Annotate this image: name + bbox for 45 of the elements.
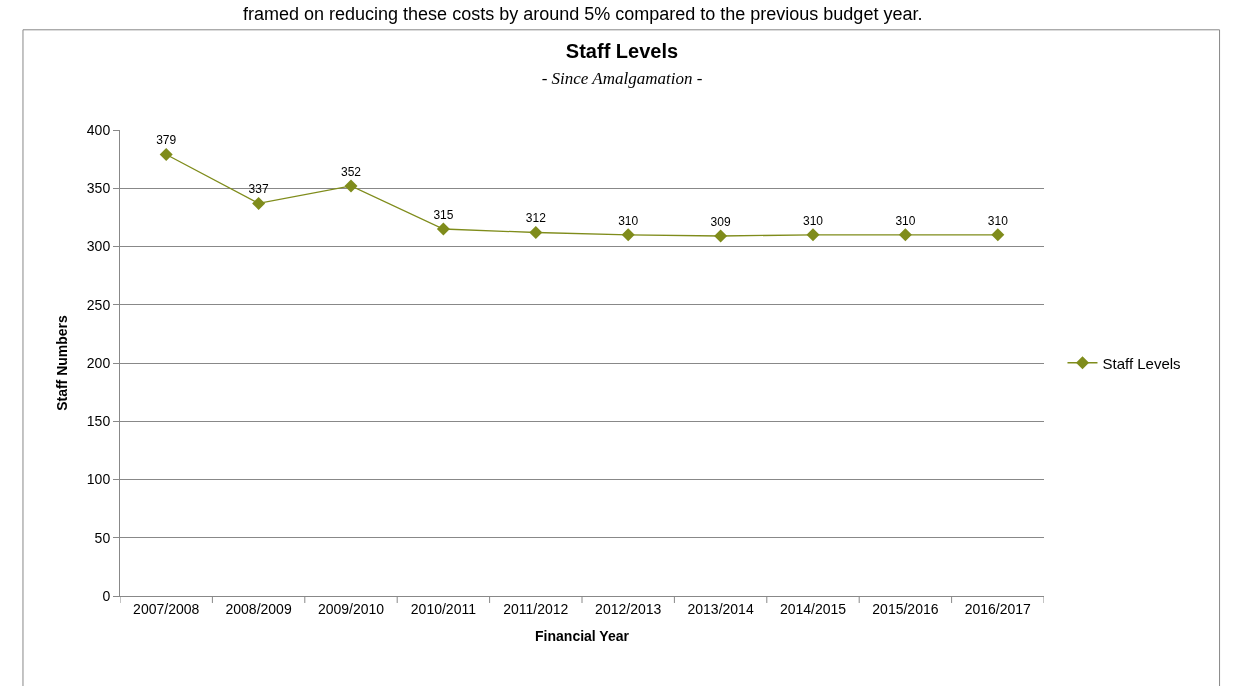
chart-subtitle: - Since Amalgamation - [541, 69, 703, 89]
chart-title: Staff Levels [565, 40, 679, 63]
point [806, 228, 820, 242]
point [344, 179, 358, 193]
data-label: 310 [987, 213, 1009, 228]
x-tick-label: 2013/2014 [687, 600, 754, 617]
x-tick-label: 2011/2012 [503, 600, 569, 617]
point [159, 147, 173, 161]
point [252, 196, 266, 210]
y-tick-label: 250 [86, 296, 111, 313]
x-tick-label: 2012/2013 [595, 600, 662, 617]
point [898, 228, 912, 242]
x-tick-label: 2009/2010 [317, 600, 385, 617]
data-label: 309 [710, 214, 731, 229]
point [991, 228, 1005, 242]
y-tick-label: 350 [86, 180, 111, 197]
y-tick-label: 150 [86, 413, 111, 430]
y-tick-label: 50 [94, 529, 111, 546]
x-tick-label: 2015/2016 [872, 600, 939, 617]
data-label: 312 [525, 211, 547, 226]
x-tick-label: 2008/2009 [225, 600, 292, 617]
data-label: 310 [802, 213, 824, 228]
x-tick-label: 2016/2017 [964, 600, 1032, 617]
y-tick-label: 200 [86, 354, 111, 371]
y-tick-label: 300 [86, 238, 111, 255]
y-tick-label: 400 [86, 121, 111, 138]
data-label: 337 [248, 182, 269, 197]
point [714, 229, 728, 243]
legend-label: Staff Levels [1102, 354, 1181, 372]
point [436, 222, 450, 236]
point [621, 228, 635, 242]
x-tick-label: 2010/2011 [410, 600, 477, 617]
x-axis-title: Financial Year [535, 628, 630, 645]
x-tick-label: 2007/2008 [133, 600, 200, 617]
data-label: 315 [433, 207, 454, 222]
y-tick-label: 100 [86, 471, 111, 488]
y-tick-label: 0 [102, 587, 111, 604]
point [529, 226, 543, 240]
x-tick-label: 2014/2015 [779, 600, 847, 617]
data-label: 310 [895, 213, 916, 228]
y-axis-title: Staff Numbers [54, 314, 71, 411]
data-label: 310 [618, 213, 639, 228]
data-label: 379 [156, 133, 177, 148]
data-label: 352 [340, 164, 362, 179]
text: framed on reducing these costs by around 5% compared to the previous budget year. [243, 4, 923, 24]
